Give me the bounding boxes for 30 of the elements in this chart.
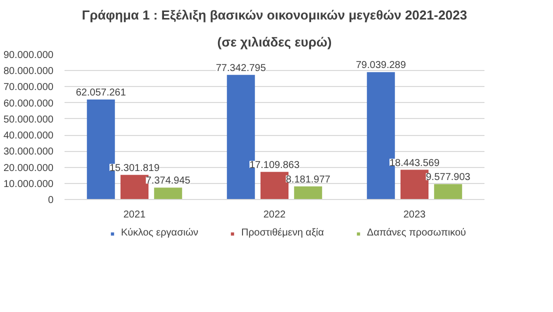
y-tick-label: 0 — [48, 195, 54, 206]
bar — [434, 184, 462, 200]
data-label: 77.342.795 — [216, 62, 266, 74]
data-label: 62.057.261 — [76, 88, 126, 99]
legend-label: Δαπάνες προσωπικού — [366, 228, 466, 238]
data-label: 8.181.977 — [286, 174, 331, 186]
x-tick-label: 2023 — [403, 210, 426, 220]
chart-title: Γράφημα 1 : Εξέλιξη βασικών οικονομικών μεγεθών 2021-2023 — [82, 8, 468, 22]
y-tick-label: 90.000.000 — [3, 50, 54, 61]
data-label: 7.374.945 — [146, 176, 191, 187]
bar — [294, 186, 322, 200]
chart-subtitle: (σε χιλιάδες ευρώ) — [217, 34, 332, 50]
y-tick-label: 70.000.000 — [3, 82, 54, 94]
bar — [154, 188, 182, 200]
data-label: 17.109.863 — [249, 160, 300, 171]
y-tick-label: 50.000.000 — [3, 114, 54, 126]
legend-label: Προστιθέμενη αξία — [241, 228, 324, 238]
data-label: 79.039.289 — [356, 60, 406, 72]
y-tick-label: 10.000.000 — [3, 178, 54, 190]
y-tick-label: 40.000.000 — [3, 130, 54, 142]
x-tick-label: 2021 — [123, 210, 146, 220]
y-tick-label: 60.000.000 — [3, 98, 54, 110]
y-tick-label: 30.000.000 — [3, 146, 54, 158]
data-label: 15.301.819 — [109, 162, 160, 174]
y-tick-label: 20.000.000 — [3, 162, 54, 174]
legend-label: Κύκλος εργασιών — [120, 228, 198, 238]
data-label: 9.577.903 — [426, 172, 471, 184]
x-tick-label: 2022 — [263, 210, 286, 220]
data-label: 18.443.569 — [389, 158, 440, 169]
y-tick-label: 80.000.000 — [3, 66, 54, 78]
